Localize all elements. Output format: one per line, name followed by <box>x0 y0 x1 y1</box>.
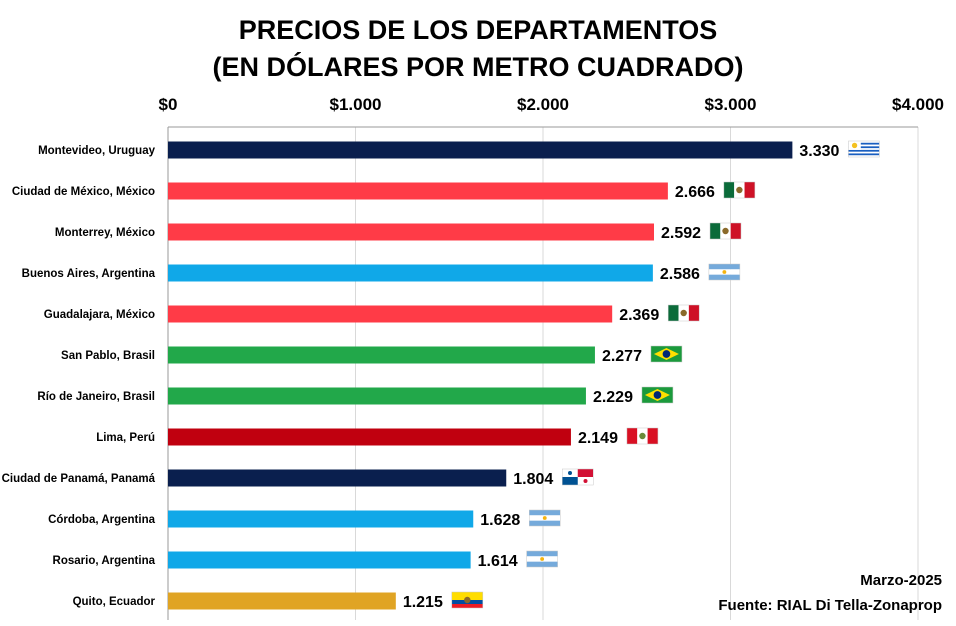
peru-flag-icon <box>626 427 659 445</box>
value-label: 1.804 <box>513 471 553 488</box>
bar <box>168 223 654 241</box>
category-label: Buenos Aires, Argentina <box>22 268 156 280</box>
bars <box>168 141 793 610</box>
value-label: 2.666 <box>675 184 715 201</box>
category-label: Ciudad de Panamá, Panamá <box>2 473 156 485</box>
category-label: Córdoba, Argentina <box>48 514 156 526</box>
uruguay-flag-icon <box>848 140 880 158</box>
mexico-flag-icon <box>709 222 742 240</box>
bar <box>168 264 653 282</box>
category-label: Guadalajara, México <box>44 309 155 321</box>
value-label: 3.330 <box>799 143 839 160</box>
chart-title-line-2: (EN DÓLARES POR METRO CUADRADO) <box>212 52 744 82</box>
value-label: 2.149 <box>578 430 618 447</box>
footer-date: Marzo-2025 <box>860 572 942 589</box>
category-label: Montevideo, Uruguay <box>38 145 156 157</box>
grid-lines <box>167 127 919 620</box>
bar <box>168 305 613 323</box>
chart-title-line-1: PRECIOS DE LOS DEPARTAMENTOS <box>238 15 718 45</box>
x-tick-label: $1.000 <box>330 95 382 114</box>
x-tick-label: $3.000 <box>705 95 757 114</box>
bar <box>168 182 668 200</box>
argentina-flag-icon <box>708 263 741 281</box>
category-label: Monterrey, México <box>55 227 155 239</box>
bar <box>168 510 474 528</box>
value-label: 2.277 <box>602 348 642 365</box>
value-labels: 3.330 2.666 2.592 2.586 2.369 2.277 2.229 2.149… <box>403 143 840 611</box>
category-label: Lima, Perú <box>96 432 155 444</box>
flags <box>451 140 880 609</box>
bar <box>168 141 793 159</box>
bar <box>168 428 571 446</box>
bar <box>168 469 507 487</box>
ecuador-flag-icon <box>451 591 484 609</box>
mexico-flag-icon <box>723 181 756 199</box>
value-label: 1.215 <box>403 594 443 611</box>
value-label: 2.592 <box>661 225 701 242</box>
value-label: 2.369 <box>619 307 659 324</box>
x-tick-label: $0 <box>159 95 178 114</box>
panama-flag-icon <box>562 468 594 486</box>
footer-source: Fuente: RIAL Di Tella-Zonaprop <box>718 597 942 614</box>
x-tick-label: $2.000 <box>517 95 569 114</box>
category-label: Rosario, Argentina <box>53 555 156 567</box>
argentina-flag-icon <box>526 550 558 568</box>
category-label: Quito, Ecuador <box>73 596 156 608</box>
category-label: Ciudad de México, México <box>12 186 155 198</box>
brazil-flag-icon <box>650 345 683 363</box>
mexico-flag-icon <box>667 304 700 322</box>
bar <box>168 387 586 405</box>
category-label: Río de Janeiro, Brasil <box>37 391 155 403</box>
value-label: 2.229 <box>593 389 633 406</box>
bar <box>168 346 595 364</box>
argentina-flag-icon <box>529 509 561 527</box>
value-label: 1.614 <box>478 553 518 570</box>
bar <box>168 551 471 569</box>
brazil-flag-icon <box>641 386 674 404</box>
category-labels: Montevideo, Uruguay Ciudad de México, Méx… <box>2 145 156 608</box>
chart-title: PRECIOS DE LOS DEPARTAMENTOS (EN DÓLARES… <box>0 12 956 86</box>
value-label: 2.586 <box>660 266 700 283</box>
category-label: San Pablo, Brasil <box>61 350 155 362</box>
value-label: 1.628 <box>480 512 520 529</box>
x-tick-label: $4.000 <box>892 95 944 114</box>
x-axis-ticks: $0 $1.000 $2.000 $3.000 $4.000 <box>159 95 944 128</box>
bar <box>168 592 396 610</box>
